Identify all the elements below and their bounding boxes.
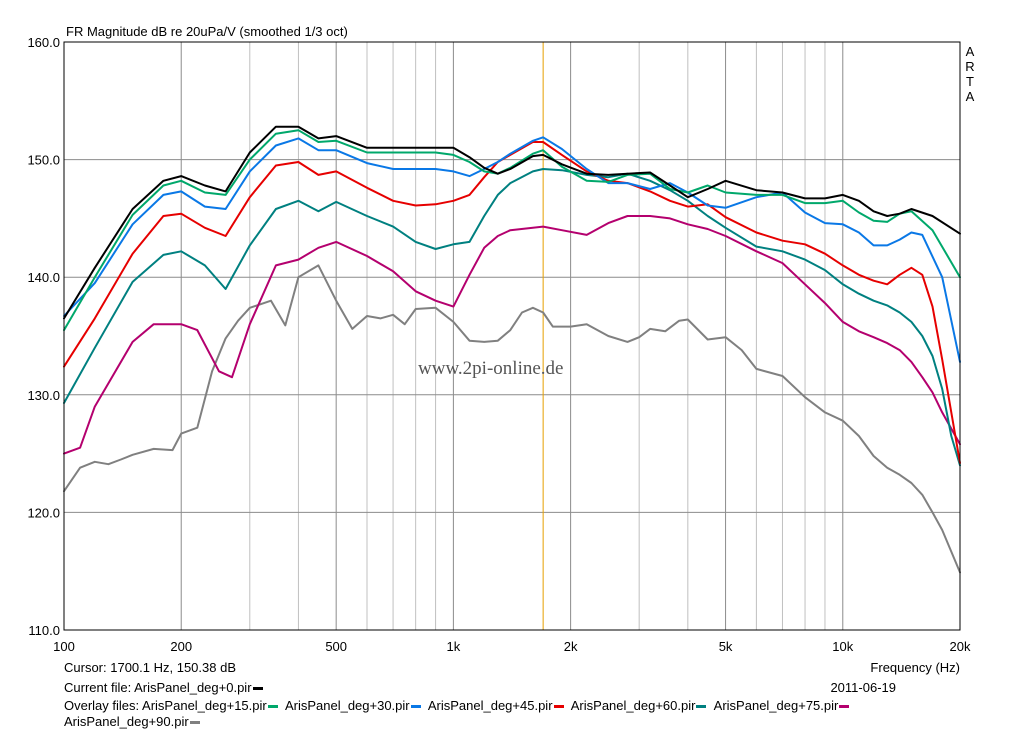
x-tick-label: 1k [447,639,461,654]
y-tick-label: 130.0 [27,388,60,403]
y-tick-label: 140.0 [27,270,60,285]
current-file-label: Current file: ArisPanel_deg+0.pir [64,680,252,695]
x-tick-label: 500 [325,639,347,654]
overlay-label: Overlay files: [64,698,140,713]
series-line-arispanel-deg-0-pir [63,125,961,320]
x-tick-label: 10k [832,639,853,654]
x-axis-label: Frequency (Hz) [870,660,960,675]
series-line-arispanel-deg-75-pir [63,215,961,455]
overlay-swatch-75 [839,705,850,709]
brand-letter: A [966,44,975,59]
overlay-files-line-2: ArisPanel_deg+90.pir [64,714,200,730]
x-tick-label: 100 [53,639,75,654]
overlay-file-30: ArisPanel_deg+30.pir [284,698,410,713]
watermark: www.2pi-online.de [418,358,563,379]
current-file-swatch [252,687,263,691]
y-tick-label: 160.0 [27,35,60,50]
series-line-arispanel-deg-90-pir [63,264,961,574]
series-line-arispanel-deg-30-pir [63,136,961,363]
measurement-date: 2011-06-19 [830,680,896,695]
series-line-arispanel-deg-15-pir [63,129,961,332]
chart-title: FR Magnitude dB re 20uPa/V (smoothed 1/3… [66,24,348,39]
overlay-file-45: ArisPanel_deg+45.pir [427,698,553,713]
cursor-readout: Cursor: 1700.1 Hz, 150.38 dB [64,660,236,675]
y-tick-label: 110.0 [28,623,60,638]
series-layer [63,125,961,574]
y-tick-label: 150.0 [27,153,60,168]
series-line-arispanel-deg-45-pir [63,141,961,464]
overlay-file-15: ArisPanel_deg+15.pir [142,698,267,713]
overlay-swatch-90 [189,721,200,725]
overlay-file-75: ArisPanel_deg+75.pir [713,698,839,713]
overlay-file-60: ArisPanel_deg+60.pir [570,698,696,713]
y-tick-label: 120.0 [27,505,60,520]
brand-letter: T [966,74,974,89]
x-tick-label: 5k [719,639,733,654]
series-line-arispanel-deg-60-pir [63,168,961,467]
x-tick-label: 2k [564,639,578,654]
x-tick-label: 20k [950,639,971,654]
current-file-line: Current file: ArisPanel_deg+0.pir [64,680,263,696]
overlay-swatch-60 [696,705,707,709]
overlay-swatch-15 [267,705,278,709]
overlay-files-line: Overlay files: ArisPanel_deg+15.pir Aris… [64,698,850,714]
x-tick-label: 200 [170,639,192,654]
axis-ticks: 100 200 500 1k 2k 5k 10k 20k 110.0 120.0 130.0 140.… [27,35,971,654]
overlay-swatch-30 [410,705,421,709]
brand-letter: R [965,59,974,74]
overlay-swatch-45 [553,705,564,709]
overlay-file-90: ArisPanel_deg+90.pir [64,714,189,729]
brand-letter: A [966,89,975,104]
plot-frame [63,41,961,631]
